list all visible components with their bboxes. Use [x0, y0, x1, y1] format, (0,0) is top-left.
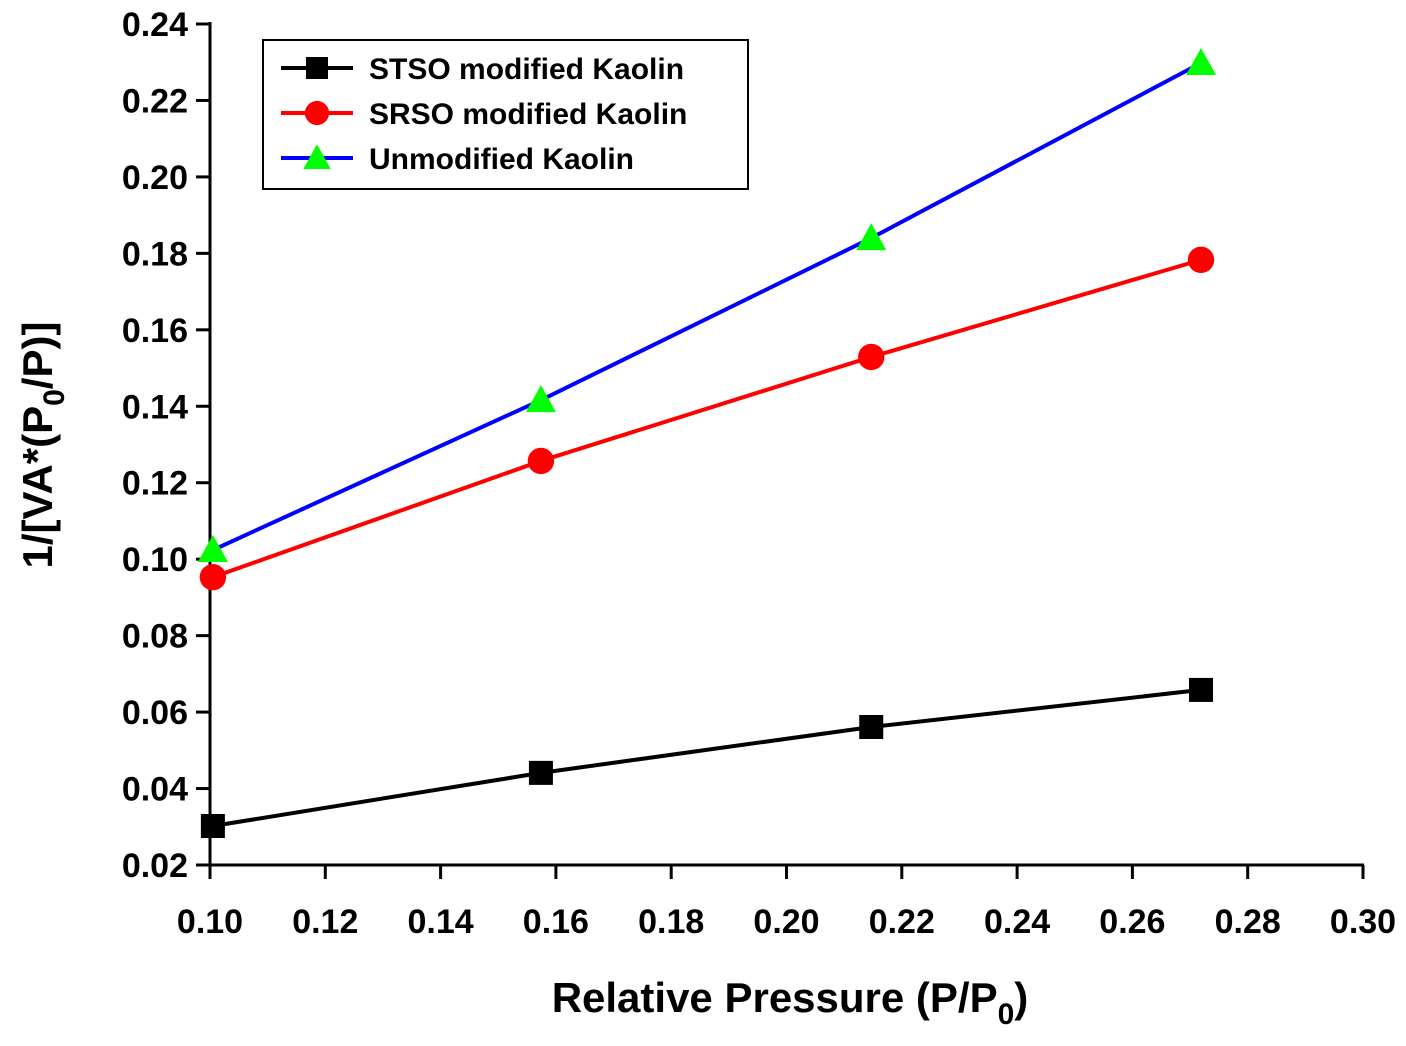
y-tick-label: 0.20 [122, 159, 188, 197]
label-subscript: 0 [998, 998, 1015, 1031]
marker [1186, 47, 1217, 75]
x-tick-label: 0.26 [1099, 903, 1165, 941]
marker [1189, 677, 1214, 702]
x-tick-label: 0.30 [1330, 903, 1396, 941]
series-line [212, 61, 1202, 552]
legend-label: STSO modified Kaolin [369, 53, 684, 86]
label-part: /P)] [14, 322, 61, 390]
marker [199, 563, 227, 591]
marker [858, 343, 885, 371]
y-tick-label: 0.12 [122, 465, 188, 503]
marker [304, 100, 330, 126]
series-line [212, 257, 1202, 580]
legend-label: SRSO modified Kaolin [369, 98, 687, 131]
series-line [212, 687, 1202, 828]
marker [197, 535, 228, 563]
marker [303, 144, 331, 169]
y-axis-label: 1/[VA*(P0/P)] [14, 322, 71, 569]
x-tick-label: 0.10 [177, 903, 243, 941]
marker [856, 223, 887, 251]
x-tick-label: 0.12 [292, 903, 358, 941]
x-axis-label: Relative Pressure (P/P0) [552, 974, 1029, 1031]
label-part: ) [1014, 974, 1028, 1021]
x-tick-label: 0.28 [1215, 903, 1281, 941]
marker [528, 760, 553, 785]
marker [306, 57, 328, 79]
y-tick-label: 0.24 [122, 6, 188, 44]
x-tick-label: 0.18 [638, 903, 704, 941]
marker [527, 447, 555, 475]
y-tick-label: 0.22 [122, 82, 188, 120]
x-tick-label: 0.24 [984, 903, 1050, 941]
y-tick-label: 0.06 [122, 694, 188, 732]
y-tick-label: 0.08 [122, 618, 188, 656]
marker [525, 385, 556, 413]
x-tick-label: 0.16 [523, 903, 589, 941]
y-tick-label: 0.18 [122, 235, 188, 273]
x-tick-label: 0.20 [753, 903, 819, 941]
legend-label: Unmodified Kaolin [369, 143, 634, 176]
label-part: 1/[VA*(P [14, 406, 61, 569]
label-subscript: 0 [38, 389, 71, 406]
y-tick-label: 0.02 [122, 847, 188, 885]
marker [200, 814, 225, 839]
x-tick-label: 0.14 [408, 903, 474, 941]
y-tick-label: 0.04 [122, 771, 188, 809]
marker [859, 714, 884, 739]
y-tick-label: 0.16 [122, 312, 188, 350]
x-tick-label: 0.22 [869, 903, 935, 941]
y-tick-label: 0.10 [122, 541, 188, 579]
label-part: Relative Pressure (P/P [552, 974, 998, 1021]
marker [1187, 246, 1215, 274]
y-tick-label: 0.14 [122, 388, 188, 426]
